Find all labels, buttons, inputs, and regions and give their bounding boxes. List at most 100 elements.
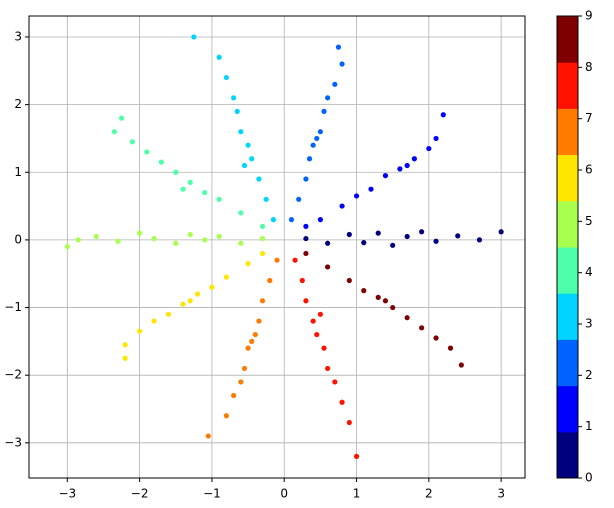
- point: [353, 453, 360, 459]
- point: [216, 196, 222, 202]
- point: [346, 277, 352, 284]
- point: [115, 238, 121, 244]
- point: [111, 129, 117, 135]
- point: [346, 419, 352, 426]
- point: [339, 61, 345, 67]
- point: [346, 231, 352, 238]
- point: [241, 365, 248, 372]
- point: [433, 335, 439, 341]
- point: [404, 233, 410, 240]
- point: [202, 237, 208, 243]
- point: [310, 142, 316, 148]
- point: [259, 250, 266, 257]
- point: [216, 54, 222, 60]
- point: [118, 115, 125, 121]
- point: [419, 229, 425, 235]
- point: [122, 355, 128, 361]
- point: [187, 179, 193, 186]
- point: [476, 237, 483, 243]
- colorbar-frame: [556, 15, 579, 479]
- point: [151, 318, 157, 324]
- colorbar-band: [557, 200, 578, 248]
- point: [256, 318, 262, 324]
- point: [404, 315, 410, 321]
- point: [411, 156, 417, 162]
- point: [122, 342, 128, 348]
- point: [263, 196, 269, 202]
- point: [325, 264, 331, 270]
- point: [325, 365, 331, 372]
- colorbar-tick-label: 0: [585, 471, 593, 485]
- point: [390, 304, 396, 311]
- point: [303, 250, 309, 257]
- point: [353, 193, 360, 199]
- point: [173, 169, 179, 175]
- point: [458, 362, 464, 368]
- x-tick-label: −2: [131, 487, 149, 501]
- point: [321, 108, 327, 114]
- point: [314, 331, 320, 338]
- point: [306, 156, 313, 162]
- point: [433, 238, 439, 244]
- point: [259, 235, 266, 242]
- y-tick-label: −1: [4, 300, 22, 314]
- point: [267, 277, 273, 284]
- point: [64, 244, 70, 250]
- point: [180, 301, 186, 307]
- point: [419, 325, 425, 331]
- colorbar-tick-label: 7: [585, 111, 593, 125]
- point: [259, 223, 266, 229]
- point: [245, 260, 251, 267]
- point: [129, 139, 135, 145]
- point: [314, 135, 320, 142]
- point: [375, 230, 381, 236]
- point: [382, 173, 389, 179]
- point: [382, 298, 389, 304]
- point: [296, 196, 302, 202]
- point: [252, 331, 258, 338]
- x-tick-label: −1: [203, 487, 221, 501]
- point: [151, 235, 157, 242]
- point: [249, 156, 255, 162]
- point: [223, 274, 229, 280]
- point: [303, 235, 309, 242]
- point: [325, 240, 331, 246]
- point: [194, 291, 201, 297]
- point: [231, 392, 237, 399]
- point: [274, 257, 280, 263]
- x-tick-label: −3: [58, 487, 76, 501]
- colorbar-band: [557, 385, 578, 433]
- point: [404, 162, 410, 169]
- point: [447, 345, 454, 351]
- colorbar-tick-label: 5: [585, 214, 593, 228]
- x-tick-label: 1: [353, 487, 361, 501]
- x-tick-label: 0: [280, 487, 288, 501]
- point: [426, 145, 432, 152]
- point: [187, 231, 193, 238]
- point: [321, 345, 327, 351]
- colorbar-tick-label: 1: [585, 419, 593, 433]
- point: [187, 298, 193, 304]
- colorbar-tick-label: 6: [585, 163, 593, 177]
- point: [238, 210, 244, 216]
- point: [231, 95, 237, 101]
- point: [440, 112, 446, 118]
- point: [209, 284, 215, 290]
- point: [241, 162, 248, 169]
- y-tick-label: 2: [14, 97, 22, 111]
- colorbar-band: [557, 154, 578, 202]
- colorbar-band: [557, 62, 578, 109]
- point: [310, 318, 316, 324]
- y-tick-label: 1: [14, 165, 22, 179]
- point: [223, 413, 229, 419]
- point: [303, 176, 309, 182]
- point: [234, 108, 240, 114]
- point: [317, 129, 323, 135]
- point: [158, 159, 164, 165]
- point: [325, 95, 331, 101]
- point: [245, 142, 251, 148]
- point: [303, 223, 309, 229]
- point: [249, 338, 255, 344]
- point: [223, 74, 229, 81]
